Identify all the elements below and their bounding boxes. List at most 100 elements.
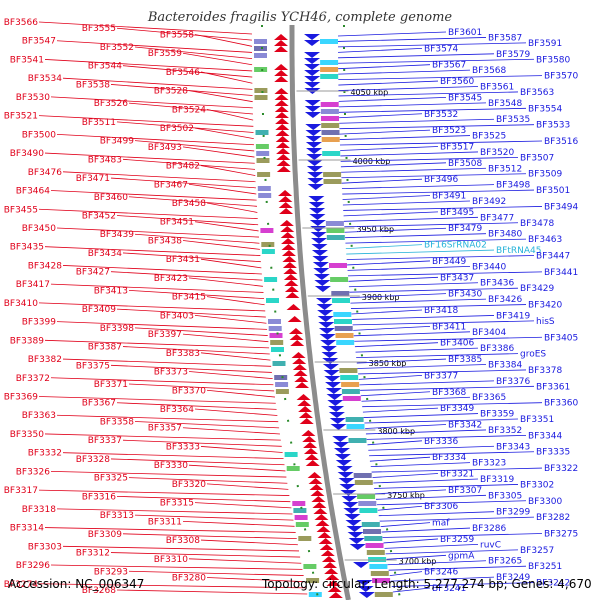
- label-connector: [122, 346, 270, 355]
- label-connector: [341, 173, 527, 179]
- gene-label-right: BF3246: [424, 568, 459, 578]
- gene-label-right: BF3343: [496, 442, 530, 452]
- label-connector: [337, 37, 487, 42]
- gene-label-left: BF3308: [166, 536, 201, 546]
- gene-arrow-left: [275, 124, 290, 130]
- gene-label-right: BF3477: [480, 213, 514, 223]
- gene-arrow-right: [311, 250, 328, 256]
- gene-label-left: BF3499: [100, 137, 135, 147]
- label-connector: [338, 42, 527, 48]
- gene-label-right: BF3419: [496, 311, 531, 321]
- gene-arrow-left: [278, 196, 293, 202]
- gene-arrow-left: [313, 508, 328, 514]
- gene-label-right: BF3426: [488, 295, 523, 305]
- feature-block: [261, 249, 275, 254]
- label-connector: [38, 583, 307, 589]
- gene-arrow-left: [285, 292, 300, 298]
- gene-label-right: BF3507: [520, 153, 554, 163]
- label-connector: [353, 331, 471, 337]
- label-connector: [388, 565, 527, 571]
- gene-arrow-right: [309, 208, 326, 214]
- label-connector: [359, 380, 495, 386]
- gene-label-right: BF3579: [496, 50, 531, 60]
- feature-block: [323, 179, 342, 184]
- gene-label-right: BF3441: [544, 268, 578, 278]
- gene-label-right: BF3385: [448, 355, 482, 365]
- gene-arrow-left: [274, 40, 288, 46]
- label-connector: [354, 336, 543, 342]
- gene-label-left: BF3526: [94, 99, 129, 109]
- gene-label-left: BF3541: [10, 55, 44, 65]
- gene-arrow-right: [312, 262, 329, 268]
- feature-block: [255, 144, 269, 149]
- feature-block: [254, 88, 268, 93]
- label-connector: [391, 582, 535, 587]
- feature-block: [255, 130, 269, 135]
- label-connector: [363, 413, 479, 418]
- genome-backbone: [261, 25, 402, 600]
- label-connector: [50, 471, 287, 478]
- gene-label-left: BF3464: [16, 187, 51, 197]
- gene-label-right: BF3352: [488, 426, 522, 436]
- gene-arrow-left: [321, 556, 336, 562]
- gene-label-right: BF3516: [544, 137, 579, 147]
- gene-label-right: BF3323: [472, 459, 506, 469]
- feature-block: [335, 333, 354, 338]
- label-connector: [188, 183, 257, 195]
- scale-tick-label: 3850 kbp: [369, 359, 407, 368]
- gene-arrow-right: [314, 286, 331, 292]
- label-connector: [128, 102, 254, 115]
- label-connector: [378, 511, 495, 517]
- gene-arrow-right: [318, 328, 335, 334]
- gene-arrow-left: [287, 316, 302, 322]
- gene-arrow-right: [333, 448, 350, 454]
- scale-tick-label: 4050 kbp: [350, 88, 388, 97]
- gene-label-left: BF3455: [4, 205, 38, 215]
- gene-label-left: BF3325: [94, 474, 128, 484]
- gene-arrow-right: [356, 580, 373, 586]
- label-connector: [351, 309, 423, 315]
- gene-arrow-left: [286, 304, 301, 310]
- feature-block: [295, 522, 309, 527]
- gene-label-right: BF3574: [424, 44, 459, 54]
- gene-label-left: BF3423: [154, 274, 188, 284]
- gene-arrow-left: [274, 34, 289, 40]
- label-connector: [338, 97, 447, 102]
- label-connector: [358, 375, 423, 380]
- gene-label-left: BF3538: [76, 80, 111, 90]
- feature-block: [342, 396, 361, 401]
- label-connector: [339, 118, 495, 124]
- gene-label-left: BF3311: [148, 517, 182, 527]
- feature-block: [336, 340, 355, 345]
- gene-arrow-left: [310, 490, 325, 496]
- gene-label-right: BF3351: [520, 415, 554, 425]
- label-connector: [116, 589, 308, 595]
- gene-arrow-left: [298, 412, 313, 418]
- right-strand-labels: BF3601 BF3587 BF3591 BF3574 BF3579 BF3580 BF35…: [337, 28, 579, 594]
- gene-label-left: BF3399: [22, 318, 57, 328]
- gene-arrow-right: [322, 358, 339, 364]
- gene-label-left: BF3409: [82, 305, 117, 315]
- feature-block: [340, 375, 359, 380]
- gene-arrow-left: [292, 364, 307, 370]
- feature-block: [306, 578, 320, 583]
- label-connector: [50, 190, 257, 201]
- gene-label-right: BF3335: [536, 448, 570, 458]
- gene-label-right: BF3520: [480, 148, 515, 158]
- gene-arrow-left: [292, 358, 307, 364]
- gene-arrow-right: [325, 388, 342, 394]
- gene-label-right: BF3523: [432, 126, 466, 136]
- label-connector: [110, 552, 301, 558]
- gene-arrow-left: [317, 532, 332, 538]
- gene-arrow-left: [274, 88, 289, 94]
- feature-block: [321, 123, 340, 128]
- gene-label-left: BF3555: [82, 24, 116, 34]
- label-connector: [347, 265, 471, 271]
- gene-label-left: BF3544: [88, 62, 123, 72]
- label-connector: [206, 389, 275, 398]
- gene-label-right: BF3404: [472, 328, 507, 338]
- gene-label-left: BF3330: [154, 461, 189, 471]
- label-connector: [44, 59, 253, 72]
- gene-label-left: BF3559: [148, 49, 183, 59]
